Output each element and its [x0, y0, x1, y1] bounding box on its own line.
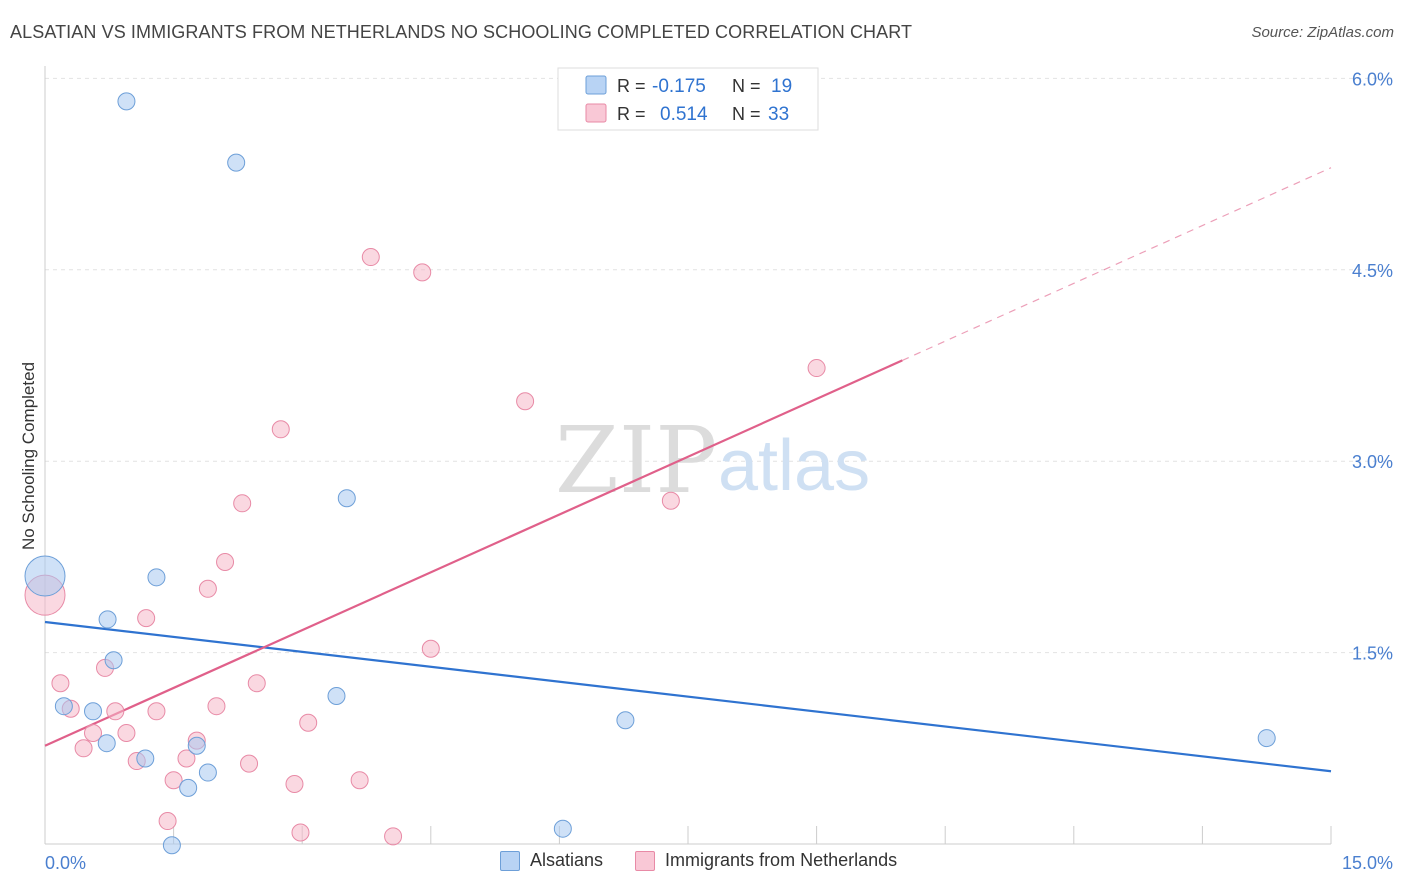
point-netherlands [299, 713, 318, 732]
stats-n-label-alsatians: N = [732, 76, 761, 96]
point-alsatians [117, 92, 136, 111]
point-alsatians [84, 702, 103, 721]
trend-line-netherlands [44, 359, 903, 747]
point-alsatians [179, 778, 198, 797]
point-netherlands [147, 702, 166, 721]
point-netherlands [51, 674, 70, 693]
point-netherlands [84, 723, 103, 742]
legend-label-netherlands: Immigrants from Netherlands [665, 850, 898, 870]
point-netherlands [137, 609, 156, 628]
trend-line-extension [902, 167, 1332, 361]
stats-legend: R = -0.175 N = 19 R = 0.514 N = 33 [557, 67, 819, 131]
point-alsatians [136, 749, 155, 768]
y-axis-label: No Schooling Completed [19, 362, 38, 550]
trend-layer [44, 167, 1332, 773]
point-netherlands [117, 723, 136, 742]
x-tick-label: 0.0% [45, 853, 86, 873]
point-netherlands [413, 263, 432, 282]
point-alsatians [553, 819, 572, 838]
y-tick-label: 3.0% [1352, 452, 1393, 472]
legend-item-alsatians[interactable]: Alsatians [500, 850, 603, 871]
point-alsatians [162, 836, 181, 855]
source-label: Source: ZipAtlas.com [1251, 24, 1394, 41]
legend-swatch-netherlands [635, 850, 656, 871]
point-alsatians [227, 153, 246, 172]
point-alsatians [98, 610, 117, 629]
point-alsatians [1257, 729, 1276, 748]
point-netherlands [421, 639, 440, 658]
legend-item-netherlands[interactable]: Immigrants from Netherlands [635, 850, 897, 871]
point-netherlands [247, 674, 266, 693]
point-netherlands [516, 392, 535, 411]
point-alsatians [337, 489, 356, 508]
stats-r-label-alsatians: R = [617, 76, 651, 96]
point-netherlands [106, 702, 125, 721]
point-netherlands [361, 248, 380, 267]
point-netherlands [240, 754, 259, 773]
point-alsatians [24, 555, 66, 597]
stats-swatch-alsatians [585, 75, 607, 95]
stats-r-label-netherlands: R = [617, 104, 646, 124]
legend-label-alsatians: Alsatians [530, 850, 604, 870]
point-alsatians [198, 763, 217, 782]
point-netherlands [158, 812, 177, 831]
point-netherlands [177, 749, 196, 768]
point-netherlands [74, 739, 93, 758]
point-netherlands [807, 359, 826, 378]
watermark-atlas: atlas [718, 426, 870, 506]
point-netherlands [661, 491, 680, 510]
x-tick-label: 15.0% [1342, 853, 1393, 873]
point-netherlands [350, 771, 369, 790]
stats-r-value-netherlands: 0.514 [660, 104, 708, 125]
point-netherlands [285, 775, 304, 794]
point-alsatians [97, 734, 116, 753]
stats-n-value-netherlands: 33 [768, 104, 789, 125]
grid-layer [45, 77, 1392, 654]
point-alsatians [187, 736, 206, 755]
y-tick-label: 4.5% [1352, 261, 1393, 281]
point-alsatians [616, 711, 635, 730]
point-netherlands [233, 494, 252, 513]
point-netherlands [291, 823, 310, 842]
point-netherlands [216, 553, 235, 572]
legend-swatch-alsatians [500, 850, 520, 871]
point-netherlands [207, 697, 226, 716]
stats-swatch-netherlands [585, 103, 607, 123]
point-netherlands [271, 420, 290, 439]
points-layer [24, 92, 1276, 855]
tick-label-layer: 6.0% 4.5% 3.0% 1.5% 0.0% 15.0% [45, 69, 1393, 873]
watermark-zip: ZIP [555, 407, 717, 514]
point-alsatians [104, 651, 123, 670]
point-netherlands [198, 579, 217, 598]
y-tick-label: 6.0% [1352, 69, 1393, 89]
point-alsatians [54, 697, 73, 716]
point-alsatians [327, 686, 346, 705]
point-netherlands [384, 827, 403, 846]
stats-n-value-alsatians: 19 [771, 76, 792, 97]
stats-n-label-netherlands: N = [732, 104, 761, 124]
stats-r-value-alsatians: -0.175 [652, 76, 706, 97]
trend-line-alsatians [44, 620, 1332, 773]
watermark: ZIP atlas [555, 407, 870, 514]
chart-title: ALSATIAN VS IMMIGRANTS FROM NETHERLANDS … [10, 22, 913, 42]
point-alsatians [147, 568, 166, 587]
y-tick-label: 1.5% [1352, 644, 1393, 664]
point-netherlands [164, 771, 183, 790]
series-legend: Alsatians Immigrants from Netherlands [500, 850, 929, 871]
